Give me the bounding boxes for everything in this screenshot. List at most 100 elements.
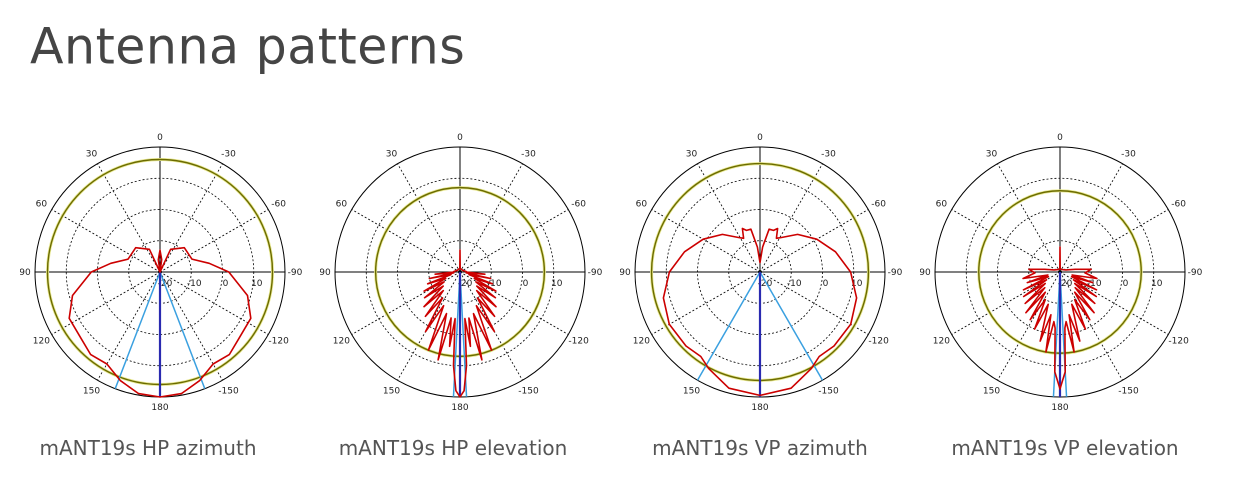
angle-tick-label: -90 bbox=[1188, 268, 1203, 278]
polar-chart: 0 30 60 90 120 150 180 -150 -120 -90 -60 -30 -20 -10 0… bbox=[919, 133, 1203, 413]
angle-tick-label: -150 bbox=[818, 387, 839, 397]
radial-tick-label: 10 bbox=[551, 279, 563, 289]
radial-tick-label: 0 bbox=[1123, 279, 1129, 289]
angle-tick-label: -120 bbox=[868, 337, 889, 347]
angle-tick-label: 120 bbox=[933, 337, 950, 347]
angle-tick-label: 30 bbox=[386, 149, 398, 159]
polar-plot-vp-azimuth: 0 30 60 90 120 150 180 -150 -120 -90 -60 -30 -20 -10 0… bbox=[619, 125, 910, 415]
angle-tick-label: -60 bbox=[271, 200, 286, 210]
angle-tick-label: 180 bbox=[151, 403, 168, 413]
grid-spoke bbox=[1059, 163, 1123, 273]
radial-tick-label: -20 bbox=[758, 279, 773, 289]
grid-spoke bbox=[997, 271, 1061, 381]
angle-tick-label: 0 bbox=[457, 133, 463, 143]
grid-spoke bbox=[1059, 209, 1169, 273]
grid-spoke bbox=[997, 163, 1061, 273]
angle-tick-label: -90 bbox=[888, 268, 903, 278]
polar-plot-hp-elevation: 0 30 60 90 120 150 180 -150 -120 -90 -60 -30 -20 -10 0… bbox=[319, 125, 610, 415]
angle-tick-label: -30 bbox=[821, 149, 836, 159]
radial-tick-label: 0 bbox=[223, 279, 229, 289]
angle-tick-label: -150 bbox=[218, 387, 239, 397]
angle-tick-label: -30 bbox=[221, 149, 236, 159]
angle-tick-label: -120 bbox=[1168, 337, 1189, 347]
radial-tick-label: 0 bbox=[823, 279, 829, 289]
angle-tick-label: 30 bbox=[86, 149, 98, 159]
angle-tick-label: -30 bbox=[521, 149, 536, 159]
grid-spoke bbox=[1059, 271, 1123, 381]
angle-tick-label: 150 bbox=[683, 387, 700, 397]
radiation-pattern bbox=[1022, 246, 1098, 390]
grid-spoke bbox=[759, 163, 823, 273]
grid-spoke bbox=[159, 271, 269, 335]
page-title: Antenna patterns bbox=[30, 17, 466, 76]
radial-tick-label: 0 bbox=[523, 279, 529, 289]
radial-tick-label: 10 bbox=[251, 279, 263, 289]
beam-edge-line bbox=[696, 271, 761, 381]
angle-tick-label: 120 bbox=[33, 337, 50, 347]
angle-tick-label: 120 bbox=[633, 337, 650, 347]
radiation-pattern bbox=[662, 227, 858, 397]
radial-tick-label: -20 bbox=[458, 279, 473, 289]
angle-tick-label: -90 bbox=[588, 268, 603, 278]
angle-tick-label: 90 bbox=[20, 268, 31, 278]
angle-tick-label: -150 bbox=[1118, 387, 1139, 397]
caption-vp-elevation: mANT19s VP elevation bbox=[951, 436, 1179, 460]
caption-vp-azimuth: mANT19s VP azimuth bbox=[652, 436, 868, 460]
grid-spoke bbox=[159, 209, 269, 273]
polar-plot-vp-elevation: 0 30 60 90 120 150 180 -150 -120 -90 -60 -30 -20 -10 0… bbox=[919, 125, 1210, 415]
angle-tick-label: 60 bbox=[636, 200, 648, 210]
angle-tick-label: 60 bbox=[336, 200, 348, 210]
angle-tick-label: 150 bbox=[383, 387, 400, 397]
grid-spoke bbox=[459, 163, 523, 273]
angle-tick-label: -60 bbox=[1171, 200, 1186, 210]
radial-tick-label: -10 bbox=[1087, 279, 1102, 289]
angle-tick-label: 30 bbox=[986, 149, 998, 159]
grid-spoke bbox=[951, 209, 1061, 273]
radial-tick-label: -10 bbox=[487, 279, 502, 289]
grid-spoke bbox=[759, 209, 869, 273]
grid-spoke bbox=[159, 163, 223, 273]
grid-spoke bbox=[51, 271, 161, 335]
beam-edge-line bbox=[114, 271, 161, 389]
radial-tick-label: -10 bbox=[787, 279, 802, 289]
grid-spoke bbox=[697, 163, 761, 273]
angle-tick-label: 30 bbox=[686, 149, 698, 159]
angle-tick-label: 180 bbox=[751, 403, 768, 413]
grid-spoke bbox=[351, 209, 461, 273]
angle-tick-label: -60 bbox=[871, 200, 886, 210]
angle-tick-label: -150 bbox=[518, 387, 539, 397]
grid-spoke bbox=[459, 209, 569, 273]
radial-tick-label: -20 bbox=[1058, 279, 1073, 289]
polar-chart: 0306090120150180-150-120-90-60-30-20-100… bbox=[19, 133, 303, 413]
polar-chart: 0 30 60 90 120 150 180 -150 -120 -90 -60 -30 -20 -10 0… bbox=[619, 133, 903, 413]
beam-edge-line bbox=[759, 271, 824, 381]
radial-tick-label: 10 bbox=[851, 279, 863, 289]
polar-plot-hp-azimuth: 0306090120150180-150-120-90-60-30-20-100… bbox=[19, 125, 310, 415]
beam-edge-line bbox=[159, 271, 206, 389]
angle-tick-label: 90 bbox=[620, 268, 631, 278]
angle-tick-label: 150 bbox=[83, 387, 100, 397]
angle-tick-label: 90 bbox=[320, 268, 331, 278]
angle-tick-label: -120 bbox=[568, 337, 589, 347]
grid-spoke bbox=[97, 271, 161, 381]
angle-tick-label: 180 bbox=[1051, 403, 1068, 413]
grid-spoke bbox=[97, 163, 161, 273]
angle-tick-label: 60 bbox=[936, 200, 948, 210]
radial-tick-label: -10 bbox=[187, 279, 202, 289]
grid-spoke bbox=[397, 271, 461, 381]
angle-tick-label: -30 bbox=[1121, 149, 1136, 159]
angle-tick-label: 0 bbox=[757, 133, 763, 143]
angle-tick-label: 150 bbox=[983, 387, 1000, 397]
grid-spoke bbox=[651, 209, 761, 273]
angle-tick-label: 90 bbox=[920, 268, 931, 278]
angle-tick-label: 0 bbox=[1057, 133, 1063, 143]
angle-tick-label: 120 bbox=[333, 337, 350, 347]
angle-tick-label: -90 bbox=[288, 268, 303, 278]
angle-tick-label: -60 bbox=[571, 200, 586, 210]
grid-spoke bbox=[459, 271, 523, 381]
angle-tick-label: 60 bbox=[36, 200, 48, 210]
caption-hp-elevation: mANT19s HP elevation bbox=[338, 436, 568, 460]
angle-tick-label: -120 bbox=[268, 337, 289, 347]
grid-spoke bbox=[159, 271, 223, 381]
